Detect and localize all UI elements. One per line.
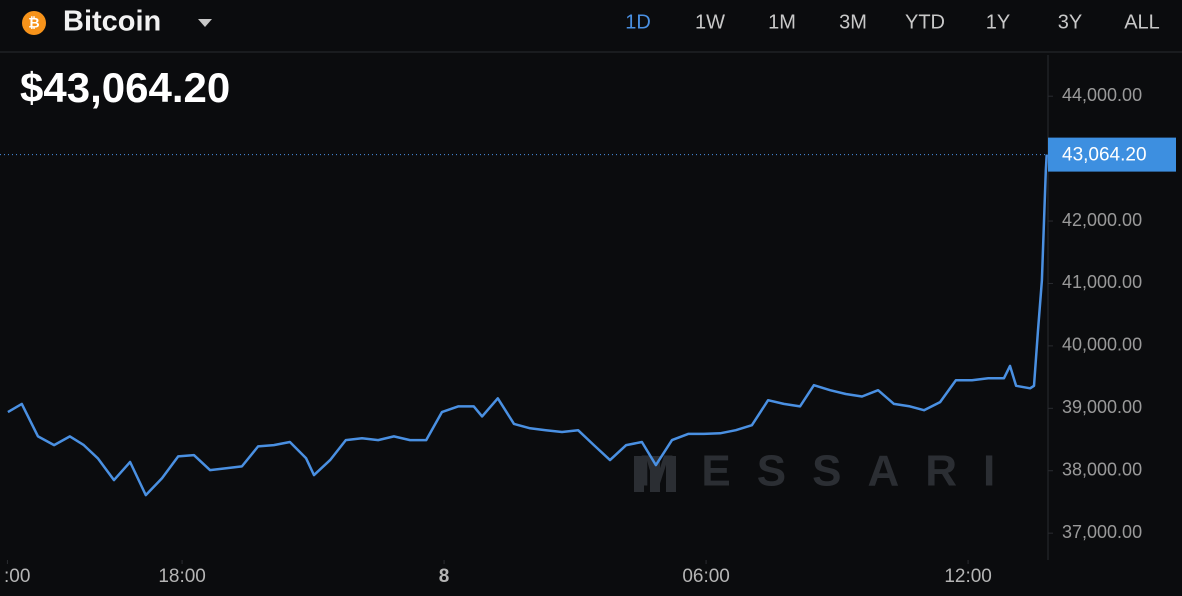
coin-icon: ₿ — [22, 11, 46, 35]
x-tick-label: 8 — [439, 566, 450, 587]
coin-symbol: ₿ — [28, 15, 39, 31]
current-price: $43,064.20 — [20, 64, 230, 111]
range-button[interactable]: YTD — [905, 11, 945, 33]
y-tick-label: 44,000.00 — [1062, 85, 1142, 105]
x-tick-label: :00 — [4, 566, 30, 587]
range-button[interactable]: ALL — [1124, 11, 1160, 33]
x-tick-label: 12:00 — [944, 566, 992, 587]
range-button[interactable]: 1D — [625, 11, 651, 33]
range-button[interactable]: 1Y — [986, 11, 1010, 33]
coin-circle — [22, 11, 46, 35]
dropdown-caret[interactable] — [198, 19, 212, 27]
logo-bar — [666, 456, 676, 492]
asset-name[interactable]: Bitcoin — [63, 6, 161, 38]
x-tick-label: 18:00 — [158, 566, 206, 587]
range-button[interactable]: 1W — [695, 11, 725, 33]
x-tick-label: 06:00 — [682, 566, 730, 587]
y-tick-label: 40,000.00 — [1062, 335, 1142, 355]
range-button[interactable]: 1M — [768, 11, 796, 33]
range-button[interactable]: 3Y — [1058, 11, 1082, 33]
logo-bar — [634, 456, 644, 492]
watermark: MESSARI — [639, 447, 1021, 496]
logo-bar — [650, 456, 660, 492]
y-tick-label: 38,000.00 — [1062, 459, 1142, 479]
range-button[interactable]: 3M — [839, 11, 867, 33]
y-tick-label: 39,000.00 — [1062, 397, 1142, 417]
watermark-logo — [634, 456, 676, 492]
last-price-tag — [1048, 137, 1176, 172]
y-tick-label: 37,000.00 — [1062, 522, 1142, 542]
y-tick-label: 41,000.00 — [1062, 272, 1142, 292]
last-price-label: 43,064.20 — [1062, 145, 1147, 166]
y-tick-label: 42,000.00 — [1062, 210, 1142, 230]
price-line — [7, 154, 1048, 497]
